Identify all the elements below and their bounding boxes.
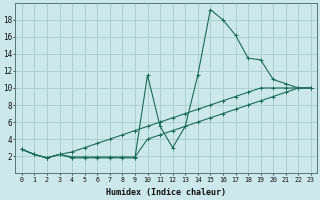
X-axis label: Humidex (Indice chaleur): Humidex (Indice chaleur) bbox=[106, 188, 226, 197]
